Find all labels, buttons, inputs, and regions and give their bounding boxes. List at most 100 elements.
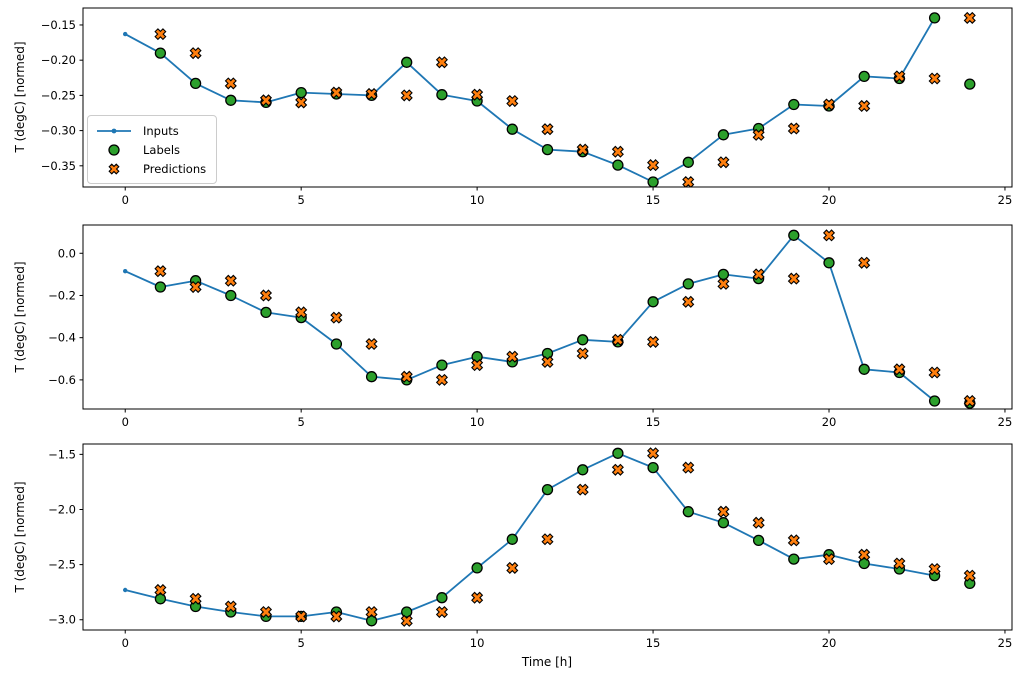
x-tick-label: 10 [470,415,485,429]
prediction-marker [295,610,308,623]
prediction-marker [435,56,448,69]
x-tick-label: 10 [470,636,485,650]
prediction-marker [400,614,413,627]
label-marker [295,86,307,99]
prediction-marker [682,175,695,187]
prediction-marker [611,333,624,346]
prediction-marker [752,128,765,141]
label-marker [682,506,694,518]
predictions-x-icon [108,162,120,175]
legend-label-predictions: Predictions [143,161,207,176]
label-marker [858,363,870,375]
x-tick-label: 5 [298,636,305,650]
legend: Inputs Labels Predictions [87,115,218,184]
prediction-marker [541,533,554,546]
y-axis-label-bottom: T (degC) [normed] [13,481,27,593]
prediction-marker [576,143,589,156]
prediction-marker [682,461,695,474]
plot-area-middle [123,229,976,409]
prediction-marker [506,350,519,363]
y-tick-label: −0.25 [41,88,76,102]
y-tick-label: −0.4 [48,331,76,345]
prediction-marker [224,600,237,613]
prediction-marker [576,483,589,496]
prediction-marker [576,347,589,360]
prediction-marker [259,289,273,302]
prediction-marker [717,156,730,169]
prediction-marker [752,516,765,529]
prediction-marker [189,47,202,60]
label-marker [612,447,624,459]
legend-item-labels: Labels [94,140,206,159]
x-tick-label: 25 [998,193,1013,207]
label-marker [682,156,694,168]
prediction-marker [647,447,660,460]
plot-area-top [123,11,976,187]
prediction-marker [682,295,695,308]
label-marker [752,534,765,547]
prediction-marker [471,359,484,372]
prediction-marker [963,569,976,582]
prediction-marker [224,77,237,90]
x-tick-label: 25 [998,415,1013,429]
label-marker [154,593,167,605]
label-marker [682,278,694,290]
prediction-marker [365,87,378,101]
label-marker [928,395,941,407]
legend-item-predictions: Predictions [94,159,206,178]
x-tick-label: 20 [822,415,837,429]
prediction-marker [822,553,836,566]
legend-label-labels: Labels [143,142,181,157]
labels-circle-icon [108,143,120,156]
label-marker [717,129,730,141]
axes-spines-middle [82,224,1013,410]
prediction-marker [822,229,836,242]
prediction-marker [365,337,378,351]
label-marker [401,606,413,618]
prediction-marker [541,355,554,368]
prediction-marker [154,28,167,41]
prediction-marker [893,557,906,570]
prediction-marker [189,280,202,294]
label-marker [365,371,378,383]
label-marker [154,281,167,293]
prediction-marker [928,72,941,85]
prediction-marker [189,592,202,605]
prediction-marker [858,99,871,112]
prediction-marker [858,548,871,561]
legend-label-inputs: Inputs [143,123,179,138]
x-tick-label: 20 [822,636,837,650]
prediction-marker [611,145,624,158]
x-tick-label: 0 [122,636,129,650]
prediction-marker [893,363,906,376]
label-marker [260,306,272,319]
x-tick-label: 15 [646,636,661,650]
axes-spines-bottom [82,443,1013,631]
label-marker [788,553,800,565]
prediction-marker [295,306,308,319]
prediction-marker [471,88,484,101]
prediction-marker [224,274,237,287]
prediction-marker [611,463,624,476]
x-axis-label: Time [h] [521,655,573,669]
x-tick-label: 15 [646,193,661,207]
prediction-marker [259,605,273,619]
y-tick-label: −2.0 [48,502,76,516]
label-marker [858,70,870,83]
inputs-line [124,234,936,402]
prediction-marker [330,311,343,324]
prediction-marker [154,265,167,278]
label-marker [506,533,518,545]
label-marker [823,257,835,269]
x-tick-label: 20 [822,193,837,207]
y-tick-label: −1.5 [48,447,76,461]
prediction-marker [858,256,871,269]
label-marker [189,77,202,90]
prediction-marker [400,89,413,102]
prediction-marker [365,605,378,619]
prediction-marker [400,370,413,383]
input-point [123,269,128,274]
label-marker [436,592,448,604]
prediction-marker [928,562,941,576]
